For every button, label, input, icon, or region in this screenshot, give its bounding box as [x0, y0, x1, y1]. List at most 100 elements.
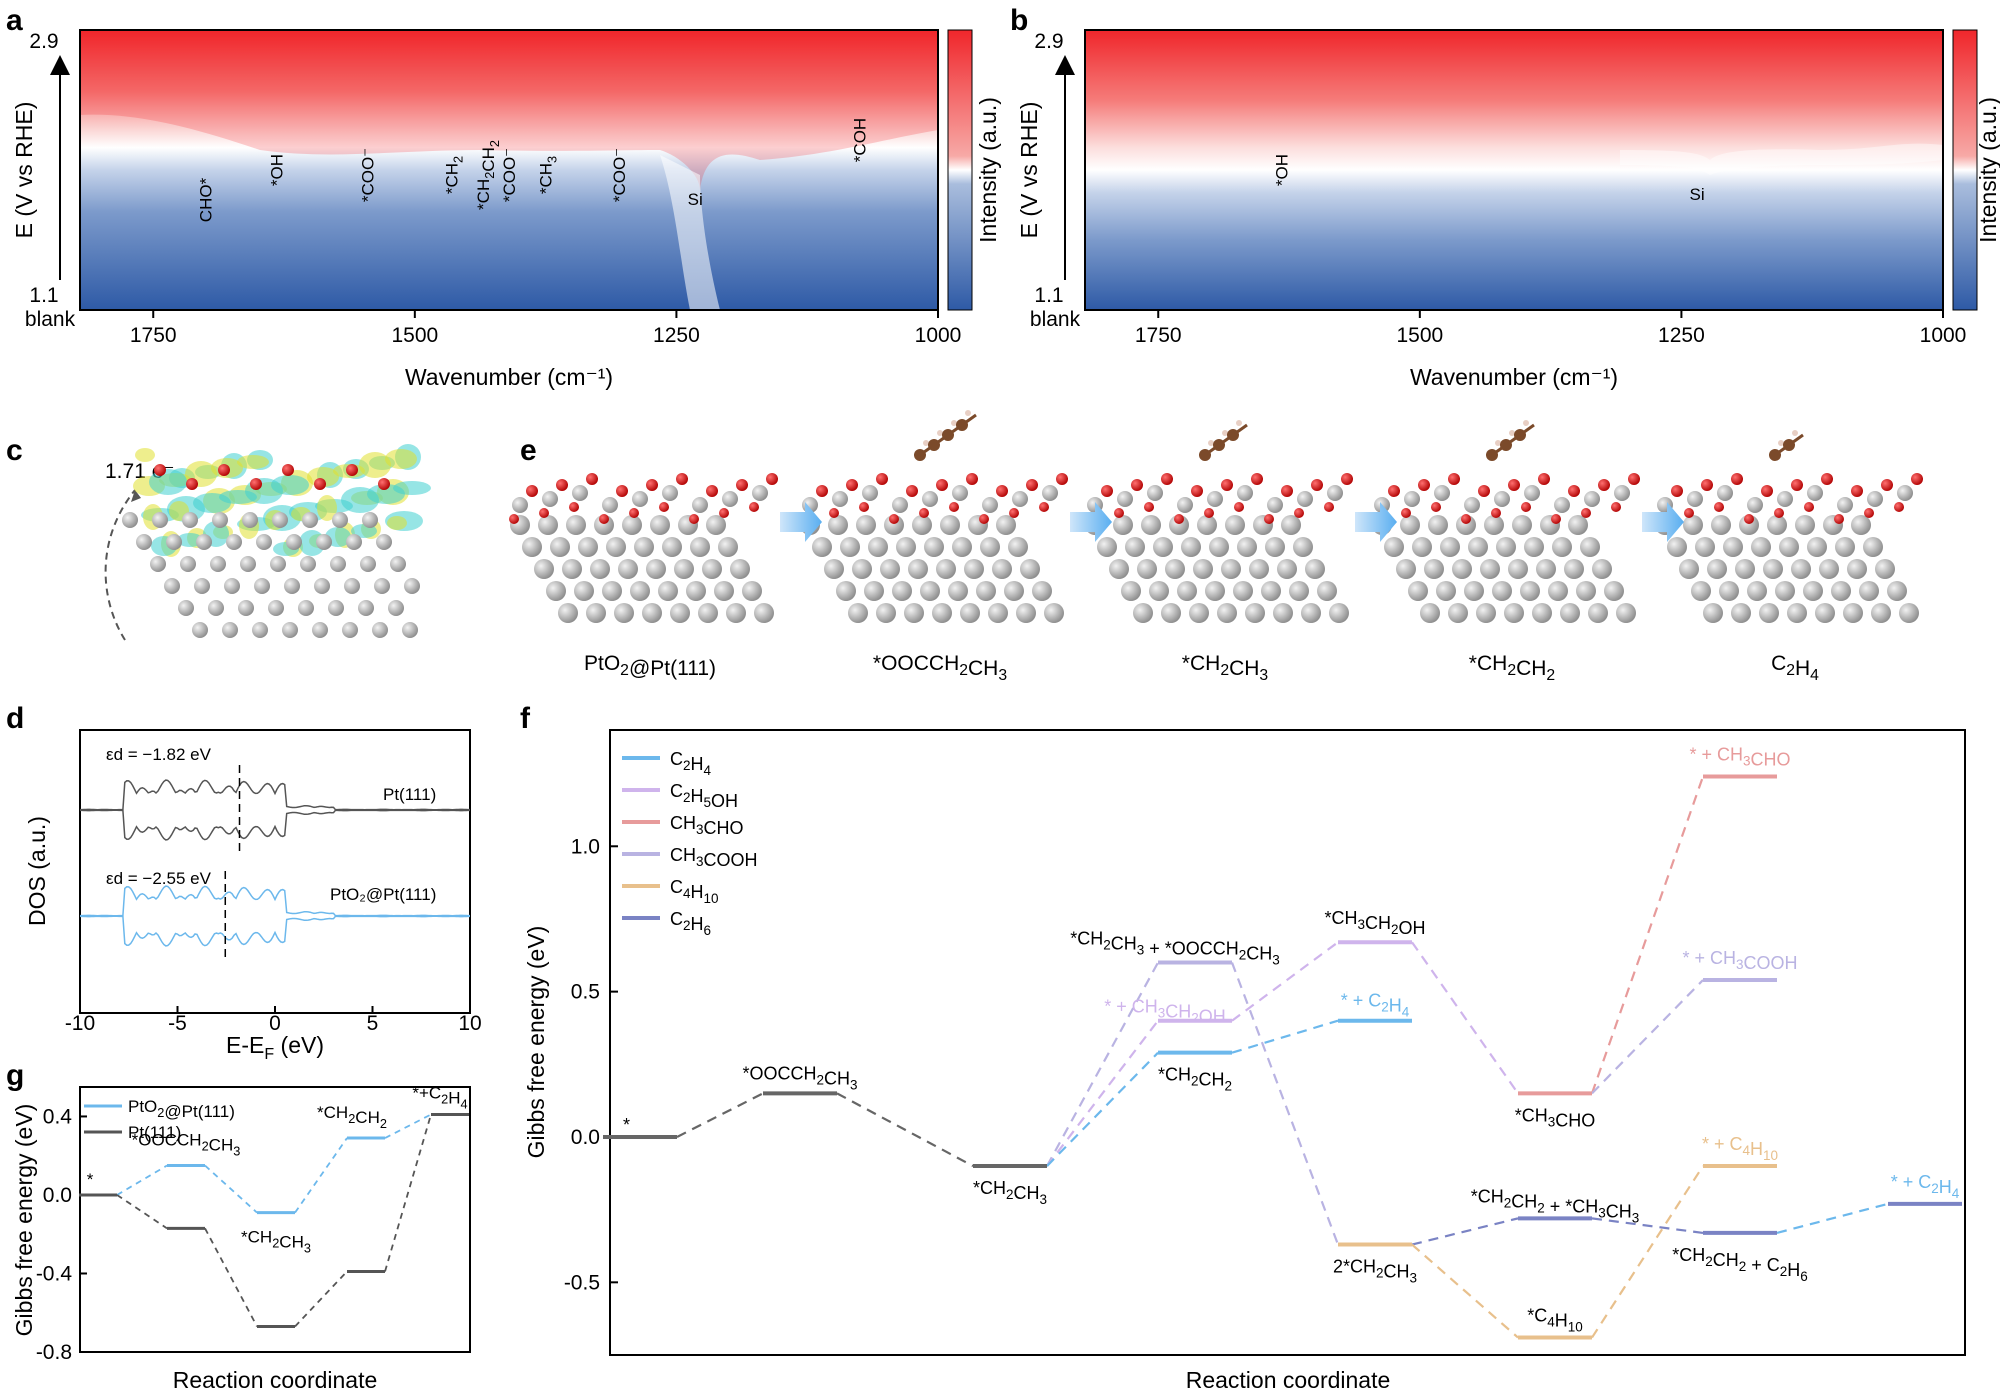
dband-center-pto2: εd = −2.55 eV — [106, 869, 212, 888]
c-atom — [942, 429, 954, 441]
o-atom — [526, 485, 538, 497]
pt-atom — [1109, 559, 1129, 579]
g-ytick-label: -0.8 — [36, 1341, 72, 1364]
o-atom — [1251, 473, 1263, 485]
structure-caption-4: C2H4 — [1771, 652, 1819, 684]
pt-atom — [1289, 581, 1309, 601]
pt-atom — [1044, 603, 1064, 623]
pt-atom — [1245, 603, 1265, 623]
h-atom — [1523, 420, 1529, 426]
o-atom — [1744, 514, 1754, 524]
structure-caption-2: *CH2CH3 — [1182, 652, 1269, 684]
f-level-label: *CH3CHO — [1515, 1105, 1596, 1130]
pt-surface-atom — [602, 497, 618, 513]
structure-2 — [1084, 420, 1353, 623]
structure-4 — [1654, 430, 1923, 623]
o-atom — [979, 514, 989, 524]
pt-atom — [1695, 537, 1715, 557]
heatmap-b: 2.9 1.1 blank E (V vs RHE) Wavenumber (c… — [1016, 29, 2000, 390]
pt-atom — [546, 581, 566, 601]
dos-xtick-label: -5 — [168, 1012, 187, 1035]
o-atom — [846, 479, 858, 491]
g-ylabel: Gibbs free energy (eV) — [11, 1104, 37, 1337]
o-atom — [1671, 485, 1683, 497]
pt-atom — [698, 603, 718, 623]
pt-atom — [1301, 603, 1321, 623]
pt-atom — [1424, 559, 1444, 579]
pt-atom — [550, 537, 570, 557]
c-atom — [956, 419, 968, 431]
xtick-label-b: 1500 — [1396, 324, 1443, 347]
annotations-a: CHO**OH *COO⁻ *CH2*CH2CH2*COO⁻ *CH3 *COO⁻ Si*… — [197, 118, 870, 222]
charge-density-blob — [271, 475, 309, 495]
pt-atom — [1121, 581, 1141, 601]
c-atom — [1227, 429, 1239, 441]
pt-atom — [1428, 515, 1448, 535]
pt-surface-atom — [1747, 497, 1763, 513]
pt-atom — [390, 556, 406, 572]
o-atom — [1174, 514, 1184, 524]
pt-atom — [1887, 581, 1907, 601]
o-atom — [154, 464, 166, 476]
o-atom — [996, 485, 1008, 497]
pt-atom — [670, 603, 690, 623]
pt-atom — [360, 556, 376, 572]
pt-atom — [1747, 581, 1767, 601]
charge-density-blob — [393, 481, 431, 495]
ylabel-a: E (V vs RHE) — [11, 102, 37, 239]
pt-atom — [522, 537, 542, 557]
pt-atom — [272, 512, 288, 528]
pt-atom — [376, 534, 392, 550]
f-level-label: *CH2CH3 + *OOCCH2CH3 — [1070, 929, 1280, 968]
pt-atom — [1791, 559, 1811, 579]
g-connector — [204, 1227, 258, 1327]
pt-surface-atom — [1777, 491, 1793, 507]
f-legend-label: C2H6 — [670, 909, 711, 938]
o-atom — [659, 502, 669, 512]
f-connector — [1411, 1243, 1519, 1339]
o-atom — [314, 478, 326, 490]
ytick-a-blank: blank — [25, 308, 76, 331]
pt-atom — [714, 581, 734, 601]
pt-atom — [896, 537, 916, 557]
pt-atom — [1751, 537, 1771, 557]
annotation-b-1: Si — [1690, 185, 1705, 204]
pt-atom — [594, 515, 614, 535]
f-legend-label: C4H10 — [670, 877, 719, 906]
h-atom — [1778, 440, 1784, 446]
g-ytick-label: 0.0 — [43, 1184, 72, 1207]
o-atom — [1026, 479, 1038, 491]
o-atom — [1101, 485, 1113, 497]
g-legend-label: PtO2@Pt(111) — [128, 1097, 235, 1121]
f-ytick-label: 0.0 — [571, 1126, 600, 1149]
pt-surface-atom — [1147, 485, 1163, 501]
pt-atom — [1831, 581, 1851, 601]
o-atom — [1508, 479, 1520, 491]
o-atom — [966, 473, 978, 485]
o-atom — [1114, 508, 1124, 518]
pt-atom — [836, 581, 856, 601]
pt-atom — [254, 578, 270, 594]
pt-atom — [1281, 515, 1301, 535]
g-ytick-label: 0.4 — [43, 1105, 73, 1128]
o-atom — [1461, 514, 1471, 524]
annotation-a-8: Si — [688, 190, 703, 209]
annotation-a-7: *COO⁻ — [610, 148, 629, 202]
o-atom — [1191, 485, 1203, 497]
pt-atom — [372, 622, 388, 638]
charge-density-blob — [149, 469, 187, 495]
pt-atom — [224, 578, 240, 594]
pt-atom — [964, 559, 984, 579]
pt-surface-atom — [752, 485, 768, 501]
pt-atom — [1532, 603, 1552, 623]
pt-atom — [1504, 603, 1524, 623]
o-atom — [936, 479, 948, 491]
o-atom — [859, 502, 869, 512]
charge-density-blob — [237, 455, 269, 469]
pt-atom — [122, 512, 138, 528]
f-level-label: *CH2CH3 — [973, 1178, 1047, 1207]
pt-surface-atom — [1584, 491, 1600, 507]
pt-atom — [948, 581, 968, 601]
o-atom — [1388, 485, 1400, 497]
pt-atom — [1735, 559, 1755, 579]
